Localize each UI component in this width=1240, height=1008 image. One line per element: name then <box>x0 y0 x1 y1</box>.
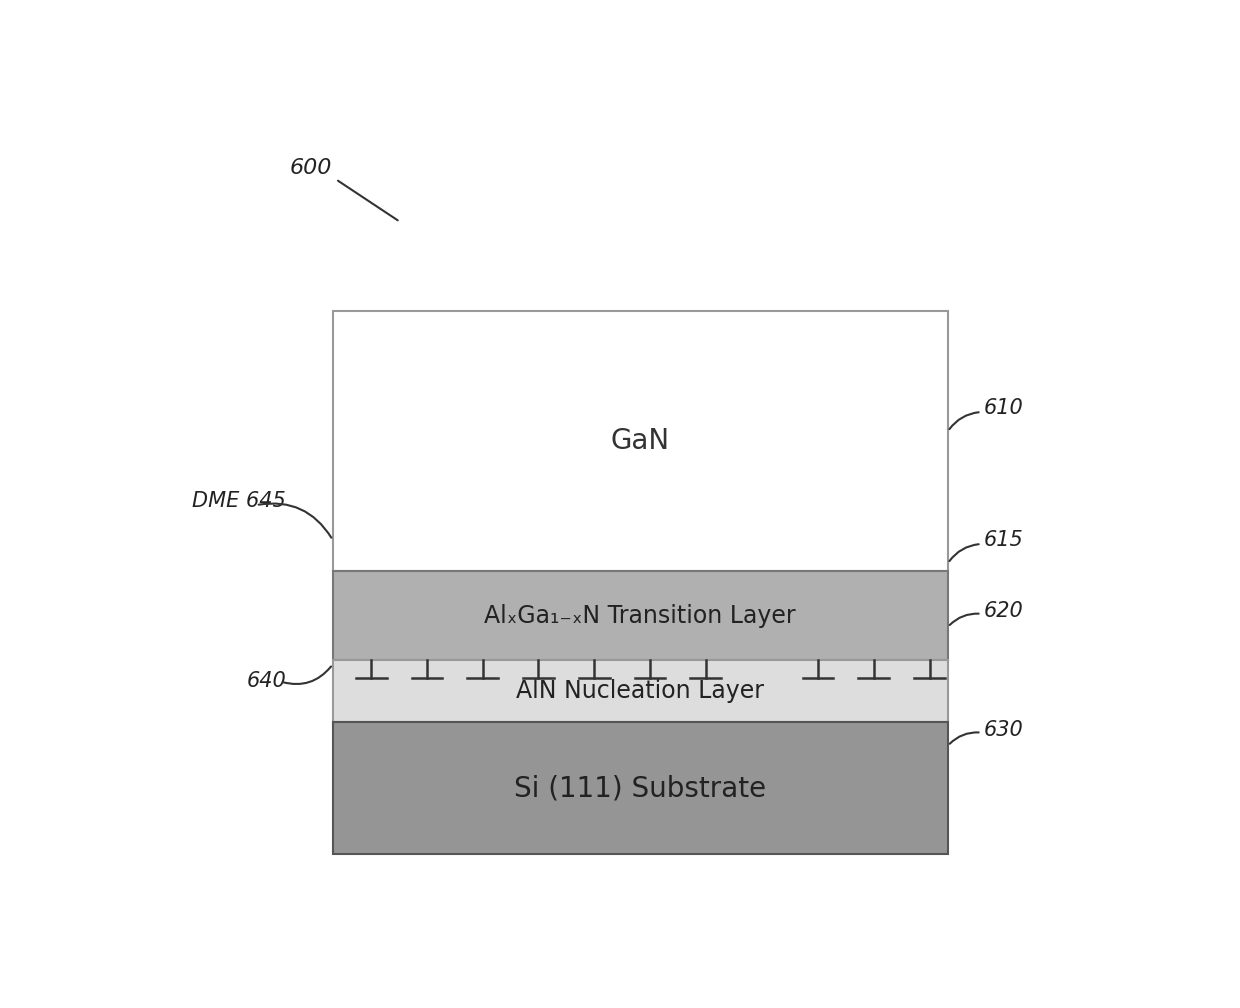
Text: AlₓGa₁₋ₓN Transition Layer: AlₓGa₁₋ₓN Transition Layer <box>485 604 796 628</box>
Text: 615: 615 <box>983 530 1023 550</box>
FancyArrowPatch shape <box>950 544 978 561</box>
FancyArrowPatch shape <box>950 614 978 625</box>
FancyArrowPatch shape <box>950 412 978 429</box>
Text: 620: 620 <box>983 602 1023 622</box>
FancyArrowPatch shape <box>950 733 978 744</box>
FancyArrowPatch shape <box>283 666 331 684</box>
Text: DME 645: DME 645 <box>191 491 285 511</box>
Text: GaN: GaN <box>611 427 670 456</box>
FancyArrowPatch shape <box>259 504 331 537</box>
Text: AlN Nucleation Layer: AlN Nucleation Layer <box>516 679 764 704</box>
Text: 610: 610 <box>983 398 1023 418</box>
Bar <box>332 572 947 660</box>
Bar <box>332 311 947 572</box>
Text: 630: 630 <box>983 721 1023 740</box>
Bar <box>332 660 947 723</box>
Text: 640: 640 <box>247 671 286 691</box>
Text: Si (111) Substrate: Si (111) Substrate <box>515 774 766 802</box>
Text: 600: 600 <box>290 157 332 177</box>
Bar <box>332 723 947 855</box>
